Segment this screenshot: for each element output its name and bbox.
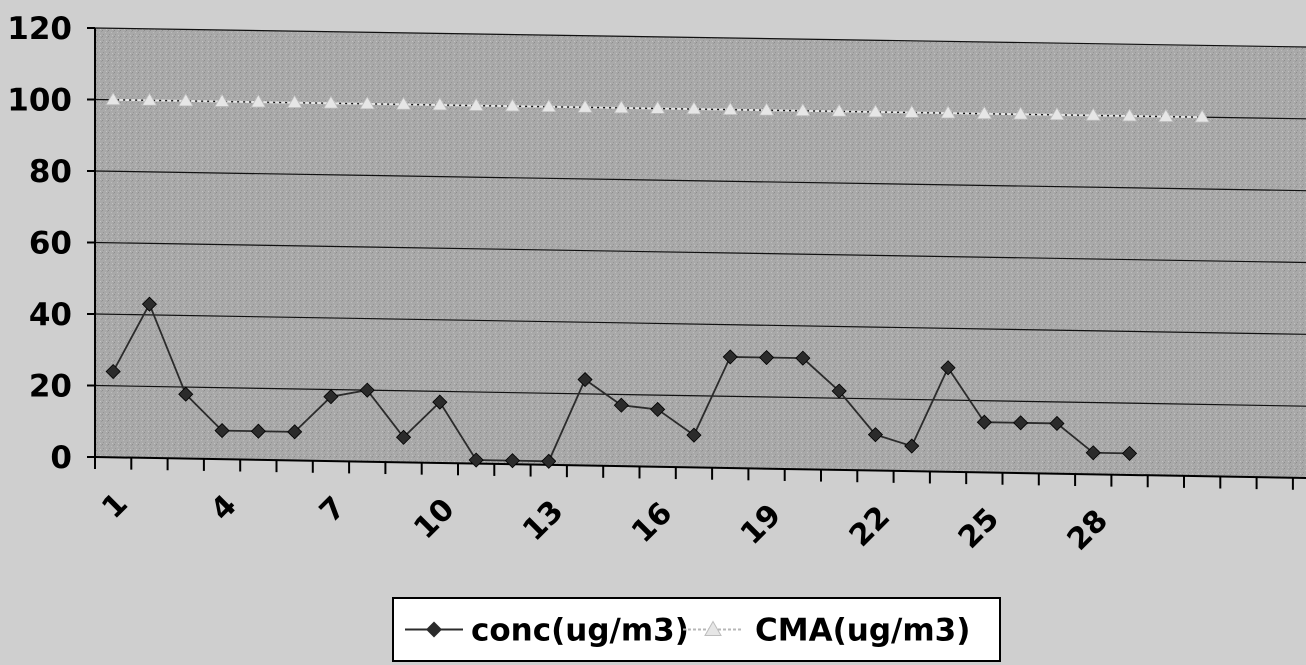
data-point xyxy=(504,453,521,469)
x-tick-label: 13 xyxy=(516,494,570,548)
data-point xyxy=(867,427,884,443)
data-point xyxy=(468,97,484,111)
data-point xyxy=(867,104,884,118)
data-point xyxy=(686,427,702,443)
x-tick-label: 1 xyxy=(95,486,135,526)
data-point xyxy=(1049,415,1065,432)
gridline xyxy=(94,313,1306,335)
data-point xyxy=(1012,106,1029,120)
legend-marker xyxy=(426,621,442,638)
data-point xyxy=(1158,108,1174,122)
data-point xyxy=(758,102,775,116)
data-point xyxy=(214,423,230,439)
data-point xyxy=(105,92,121,106)
data-point xyxy=(504,98,521,112)
data-point xyxy=(286,94,303,108)
data-point xyxy=(904,104,920,118)
data-point xyxy=(650,401,666,417)
data-point xyxy=(541,98,557,113)
y-tick-label: 0 xyxy=(50,440,72,476)
y-tick-label: 120 xyxy=(7,11,72,47)
data-point xyxy=(395,96,412,110)
x-tick-label: 19 xyxy=(734,498,788,552)
data-point xyxy=(940,360,956,376)
data-point xyxy=(940,105,956,119)
gridline xyxy=(94,241,1306,264)
data-point xyxy=(432,394,448,410)
x-tick-label: 4 xyxy=(204,488,244,528)
legend-marker xyxy=(704,620,722,636)
data-point xyxy=(359,96,375,110)
data-point xyxy=(758,349,775,366)
data-point xyxy=(722,101,738,115)
data-point xyxy=(649,100,666,114)
data-point xyxy=(1194,109,1210,123)
data-point xyxy=(141,92,158,106)
data-point xyxy=(250,423,266,439)
data-point xyxy=(287,424,303,440)
data-point xyxy=(1085,107,1101,121)
legend xyxy=(392,597,1001,662)
data-point xyxy=(250,94,267,108)
data-point xyxy=(395,429,412,445)
data-point xyxy=(1013,415,1029,431)
data-point xyxy=(831,103,847,117)
data-point xyxy=(105,363,121,380)
data-point xyxy=(1121,108,1138,122)
data-point xyxy=(795,103,811,117)
data-point xyxy=(214,93,230,107)
y-tick-label: 40 xyxy=(29,297,72,333)
data-point xyxy=(976,414,992,430)
data-point xyxy=(831,383,847,399)
data-point xyxy=(613,397,629,413)
y-tick-label: 20 xyxy=(29,369,72,405)
data-point xyxy=(541,453,557,469)
legend-label: conc(ug/m3) xyxy=(471,613,689,649)
gridline xyxy=(94,170,1306,192)
y-tick-label: 100 xyxy=(7,83,72,119)
data-point xyxy=(141,296,158,312)
gridline xyxy=(94,27,1306,48)
data-point xyxy=(686,101,702,115)
x-tick-label: 10 xyxy=(407,492,461,546)
data-point xyxy=(577,371,593,388)
data-point xyxy=(323,389,339,405)
x-axis xyxy=(94,456,1306,479)
data-point xyxy=(178,93,194,107)
x-tick-label: 25 xyxy=(952,501,1006,555)
data-point xyxy=(1085,445,1101,461)
data-point xyxy=(904,438,920,454)
data-point xyxy=(359,382,375,398)
data-point xyxy=(323,95,339,109)
data-point xyxy=(178,386,194,402)
x-tick-label: 28 xyxy=(1061,503,1115,557)
y-tick-label: 60 xyxy=(29,226,72,262)
y-tick-label: 80 xyxy=(29,154,72,190)
data-point xyxy=(577,99,593,113)
x-tick-label: 22 xyxy=(843,499,897,553)
data-point xyxy=(613,100,630,114)
data-point xyxy=(976,105,993,119)
data-point xyxy=(722,349,738,365)
x-tick-label: 16 xyxy=(625,496,679,550)
data-point xyxy=(468,452,484,468)
legend-label: CMA(ug/m3) xyxy=(755,613,970,649)
data-point xyxy=(1121,445,1138,461)
data-point xyxy=(1049,107,1065,121)
x-tick-label: 7 xyxy=(313,490,353,530)
data-point xyxy=(432,97,448,111)
gridline xyxy=(94,384,1306,407)
data-point xyxy=(795,350,811,366)
